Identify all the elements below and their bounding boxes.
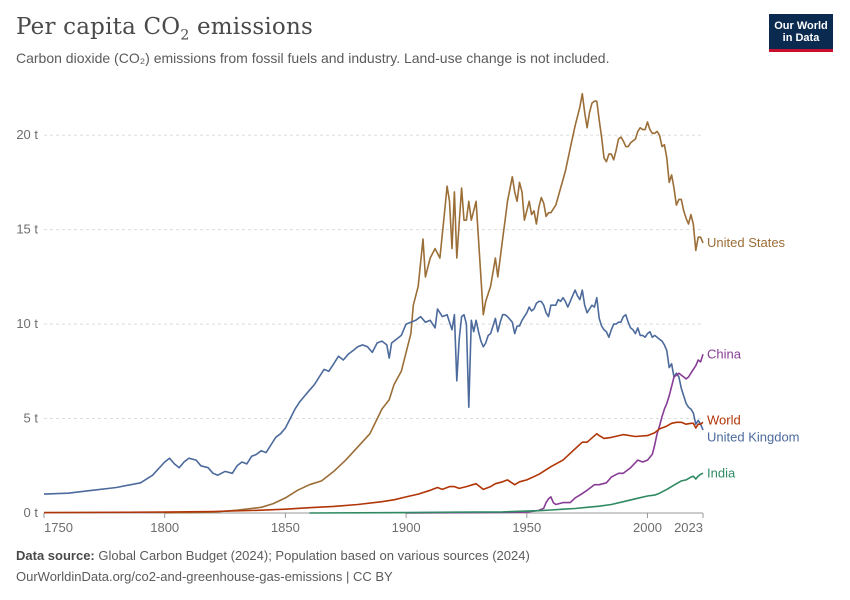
logo-line-1: Our World bbox=[774, 20, 828, 32]
series-label-china: China bbox=[707, 346, 742, 361]
y-tick-label: 5 t bbox=[24, 411, 39, 426]
x-tick-label: 2023 bbox=[674, 520, 703, 535]
y-tick-label: 15 t bbox=[16, 222, 38, 237]
x-tick-label: 1900 bbox=[392, 520, 421, 535]
title-subscript: 2 bbox=[180, 27, 190, 44]
x-tick-label: 1950 bbox=[512, 520, 541, 535]
series-line-united-states bbox=[164, 92, 704, 514]
data-source-line: Data source: Global Carbon Budget (2024)… bbox=[16, 548, 530, 563]
logo-line-2: in Data bbox=[782, 32, 820, 44]
chart-title: Per capita CO2 emissions bbox=[16, 14, 313, 44]
y-tick-label: 0 t bbox=[24, 505, 39, 520]
owid-logo[interactable]: Our World in Data bbox=[769, 14, 833, 52]
x-tick-label: 1850 bbox=[271, 520, 300, 535]
data-source-text: Global Carbon Budget (2024); Population … bbox=[94, 548, 530, 563]
data-source-label: Data source: bbox=[16, 548, 95, 563]
series-line-united-kingdom bbox=[43, 289, 704, 495]
series-line-world bbox=[43, 421, 704, 514]
x-tick-label: 2000 bbox=[633, 520, 662, 535]
chart-subtitle: Carbon dioxide (CO₂) emissions from foss… bbox=[16, 50, 610, 66]
y-tick-label: 10 t bbox=[16, 316, 38, 331]
title-main-text: Per capita CO bbox=[16, 14, 181, 40]
series-line-china bbox=[406, 354, 704, 514]
title-end-text: emissions bbox=[189, 14, 313, 40]
series-label-united-kingdom: United Kingdom bbox=[707, 429, 800, 444]
series-label-india: India bbox=[707, 465, 736, 480]
series-label-united-states: United States bbox=[707, 235, 786, 250]
x-tick-label: 1800 bbox=[150, 520, 179, 535]
y-tick-label: 20 t bbox=[16, 127, 38, 142]
footer-url-line[interactable]: OurWorldinData.org/co2-and-greenhouse-ga… bbox=[16, 569, 393, 584]
x-tick-label: 1750 bbox=[44, 520, 73, 535]
series-line-india bbox=[309, 472, 704, 514]
series-label-world: World bbox=[707, 412, 741, 427]
